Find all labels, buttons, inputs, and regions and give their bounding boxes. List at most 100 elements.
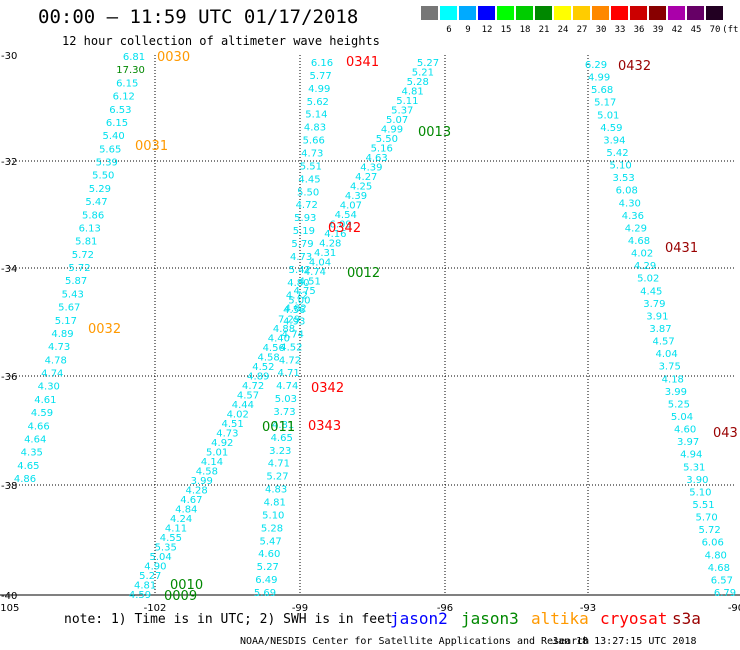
wave-height-value: 4.99: [588, 73, 610, 84]
wave-height-value: 5.27: [257, 562, 279, 573]
wave-height-value: 6.79: [714, 588, 736, 599]
wave-height-value: 3.91: [646, 311, 668, 322]
scale-swatch: [592, 6, 609, 20]
wave-height-value: 5.04: [149, 552, 171, 563]
wave-height-value: 5.25: [668, 399, 690, 410]
wave-height-value: 4.65: [271, 433, 293, 444]
wave-height-value: 4.74: [304, 267, 326, 278]
wave-height-value: 3.87: [649, 324, 671, 335]
wave-height-value: 6.09: [329, 220, 351, 231]
scale-label: 15: [500, 25, 512, 35]
longitude-tick-label: -99: [292, 603, 308, 614]
wave-height-value: 3.94: [603, 135, 625, 146]
wave-height-value: 5.01: [597, 110, 619, 121]
wave-height-value: 4.04: [655, 349, 677, 360]
wave-height-value: 5.17: [55, 316, 77, 327]
wave-height-value: 5.31: [683, 462, 705, 473]
pass-time-label: 0010: [170, 578, 203, 593]
scale-label: 33: [614, 25, 626, 35]
wave-height-value: 4.73: [301, 149, 323, 160]
wave-height-value: 4.52: [252, 362, 274, 373]
legend-jason2: jason2: [390, 609, 448, 628]
wave-height-value: 5.79: [291, 239, 313, 250]
wave-height-value: 4.72: [242, 381, 264, 392]
wave-height-value: 4.56: [283, 305, 305, 316]
wave-height-value: 5.67: [58, 303, 80, 314]
wave-height-value: 4.02: [631, 249, 653, 260]
scale-swatch: [459, 6, 476, 20]
wave-height-value: 4.58: [257, 353, 279, 364]
wave-height-value: 5.21: [412, 68, 434, 79]
wave-height-value: 5.19: [293, 226, 315, 237]
scale-label: 42: [671, 25, 683, 35]
wave-height-value: 5.02: [637, 274, 659, 285]
wave-height-value: 5.42: [289, 265, 311, 276]
pass-time-label: 0012: [347, 266, 380, 281]
wave-height-value: 4.54: [335, 210, 357, 221]
pass-time-label: 0342: [328, 221, 361, 236]
wave-height-value: 5.10: [689, 487, 711, 498]
scale-label: 27: [576, 25, 588, 35]
wave-height-value: 4.94: [680, 450, 702, 461]
longitude-tick-label: -93: [580, 603, 596, 614]
wave-height-value: 4.60: [258, 549, 280, 560]
pass-time-label: 0341: [346, 55, 379, 70]
scale-swatch: [516, 6, 533, 20]
wave-height-value: 4.74: [276, 381, 298, 392]
pass-time-label: 0009: [164, 589, 197, 604]
wave-height-value: 5.29: [89, 184, 111, 195]
wave-height-value: 4.83: [304, 123, 326, 134]
wave-height-value: 4.73: [290, 252, 312, 263]
wave-height-value: 4.92: [211, 438, 233, 449]
wave-height-value: 4.72: [296, 200, 318, 211]
wave-height-value: 5.68: [591, 85, 613, 96]
wave-height-value: 5.03: [275, 394, 297, 405]
wave-height-value: 4.55: [160, 533, 182, 544]
wave-height-value: 4.84: [175, 505, 197, 516]
wave-height-value: 6.15: [106, 118, 128, 129]
wave-height-value: 4.25: [350, 182, 372, 193]
wave-height-value: 4.04: [309, 258, 331, 269]
wave-height-value: 4.90: [144, 562, 166, 573]
wave-height-value: 6.53: [109, 105, 131, 116]
wave-height-value: 5.77: [309, 71, 331, 82]
legend-jason3: jason3: [461, 609, 519, 628]
latitude-tick-label: -32: [1, 157, 17, 168]
page-subtitle: 12 hour collection of altimeter wave hei…: [62, 34, 380, 48]
wave-height-value: 4.28: [319, 239, 341, 250]
wave-height-value: 4.83: [265, 485, 287, 496]
wave-height-value: 5.27: [139, 571, 161, 582]
wave-height-value: 3.97: [677, 437, 699, 448]
pass-time-label: 0342: [311, 381, 344, 396]
wave-height-value: 4.73: [48, 342, 70, 353]
wave-height-value: 4.51: [299, 277, 321, 288]
scale-swatch: [535, 6, 552, 20]
pass-time-label: 0431: [665, 241, 698, 256]
wave-height-value: 5.40: [102, 131, 124, 142]
longitude-tick-label: -90: [728, 603, 740, 614]
wave-height-value: 4.07: [340, 201, 362, 212]
wave-height-value: 6.12: [113, 92, 135, 103]
scale-label: 45: [690, 25, 702, 35]
wave-height-value: 4.29: [625, 223, 647, 234]
wave-height-value: 5.66: [303, 136, 325, 147]
legend-s3a: s3a: [672, 609, 701, 628]
wave-height-value: 6.15: [116, 78, 138, 89]
wave-height-value: 4.30: [619, 198, 641, 209]
wave-height-value: 4.86: [14, 474, 36, 485]
wave-height-value: 4.16: [324, 229, 346, 240]
scale-label: 24: [557, 25, 569, 35]
wave-height-value: 4.73: [216, 429, 238, 440]
wave-height-value: 4.81: [272, 420, 294, 431]
latitude-tick-label: -34: [1, 264, 17, 275]
scale-swatch: [421, 6, 438, 20]
wave-height-value: 5.65: [99, 144, 121, 155]
wave-height-value: 4.67: [180, 495, 202, 506]
wave-height-value: 4.81: [134, 581, 156, 592]
wave-height-value: 4.58: [196, 467, 218, 478]
wave-height-value: 4.60: [674, 425, 696, 436]
pass-time-label: 0032: [88, 322, 121, 337]
wave-height-value: 4.59: [31, 408, 53, 419]
legend-altika: altika: [531, 609, 589, 628]
pass-time-label: 0011: [262, 420, 295, 435]
